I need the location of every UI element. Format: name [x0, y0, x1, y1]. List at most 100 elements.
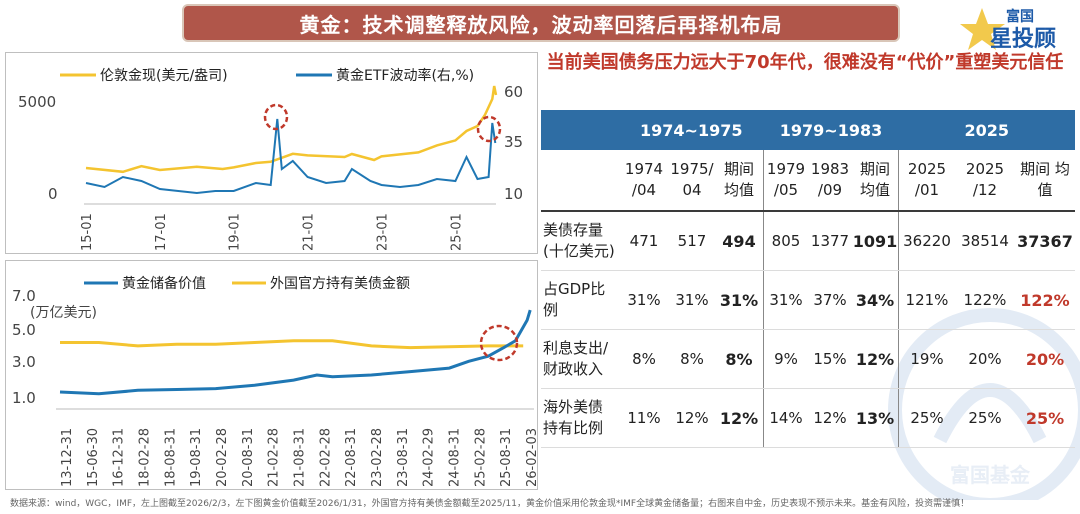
series-etf-volatility [85, 118, 497, 195]
x-tick-label: 13-12-31 [60, 428, 75, 487]
page-title: 黄金：技术调整释放风险，波动率回落后再择机布局 [182, 4, 900, 42]
x-tick-label: 20-02-28 [215, 428, 230, 487]
sub-header-row: 1974 /04 1975/ 04 期间 均值 1979 /05 1983 /0… [541, 150, 1075, 212]
y-right-tick-35: 35 [504, 133, 523, 151]
x-tick-label: 18-02-28 [138, 428, 153, 487]
sub-avg-3: 期间 均值 [1015, 150, 1075, 212]
group-2025: 2025 [964, 120, 1010, 140]
x-tick-label: 17-01 [154, 213, 169, 251]
row-label: 占GDP比 例 [541, 270, 619, 330]
table-body: 美债存量 (十亿美元) 471 517 494 805 1377 1091 36220 3851… [541, 211, 1075, 448]
sub-avg-1: 期间 均值 [715, 150, 764, 212]
table-row: 占GDP比 例 31% 31% 31% 31% 37% 34% 121% 122% 122% [541, 270, 1075, 330]
x-tick-label: 25-01 [449, 213, 464, 251]
x-ticks-1: 15-01 17-01 19-01 21-01 23-01 25-01 [80, 213, 464, 251]
table-cell: 25% [1015, 388, 1075, 448]
table-cell: 19% [898, 329, 955, 389]
corner-cell [541, 110, 619, 150]
legend-vol-label: 黄金ETF波动率(右,%) [336, 67, 474, 84]
series-gold-price [85, 85, 498, 174]
table-cell: 471 [619, 211, 669, 271]
table-cell: 494 [715, 211, 764, 271]
y-tick-5: 5.0 [12, 321, 36, 339]
table-row: 海外美债 持有比例 11% 12% 12% 14% 12% 13% 25% 25% 25% [541, 388, 1075, 448]
group-header-row: 1974~1975 1979~1983 2025 [541, 110, 1075, 150]
y-right-tick-60: 60 [504, 83, 523, 101]
table-row: 美债存量 (十亿美元) 471 517 494 805 1377 1091 36220 3851… [541, 211, 1075, 271]
table-cell: 20% [1015, 329, 1075, 389]
brand-logo-graphic: 富国 星投顾 [960, 8, 1056, 52]
table-cell: 11% [619, 388, 669, 448]
y-right-tick-10: 10 [504, 185, 523, 203]
table-cell: 9% [763, 329, 808, 389]
table-cell: 37% [808, 270, 852, 330]
group-1979: 1979~1983 [779, 120, 883, 140]
debt-comparison-table: 1974~1975 1979~1983 2025 1974 /04 1975/ … [541, 110, 1075, 448]
sub-avg-2: 期间 均值 [852, 150, 899, 212]
y-tick-7: 7.0 [12, 287, 36, 305]
y-left-tick-0: 0 [48, 185, 58, 203]
sub-corner [541, 150, 619, 212]
x-tick-label: 15-01 [80, 213, 95, 251]
x-tick-label: 22-02-28 [318, 428, 333, 487]
table-cell: 121% [898, 270, 955, 330]
sub-1979-05: 1979 /05 [763, 150, 808, 212]
series-foreign-treasury [60, 339, 524, 350]
sub-1975-04: 1975/ 04 [669, 150, 715, 212]
table-cell: 20% [955, 329, 1015, 389]
legend-reserve-label: 黄金储备价值 [122, 275, 206, 292]
table-cell: 31% [763, 270, 808, 330]
x-tick-label: 16-12-31 [112, 428, 127, 487]
table-cell: 36220 [898, 211, 955, 271]
legend-treasury-label: 外国官方持有美债金额 [270, 276, 410, 292]
y-left-tick-5000: 5000 [18, 93, 56, 111]
table-cell: 122% [1015, 270, 1075, 330]
table-cell: 12% [715, 388, 764, 448]
gold-price-volatility-panel: 伦敦金现(美元/盎司) 黄金ETF波动率(右,%) 5000 0 60 35 1… [5, 52, 538, 254]
sub-2025-12: 2025 /12 [955, 150, 1015, 212]
x-tick-label: 26-02-03 [525, 428, 539, 487]
sub-2025-01: 2025 /01 [898, 150, 955, 212]
gold-reserve-treasury-panel: 黄金储备价值 外国官方持有美债金额 7.0 (万亿美元) 5.0 3.0 1.0… [5, 260, 540, 490]
brand-bottom: 星投顾 [990, 27, 1056, 52]
x-tick-label: 23-08-31 [396, 428, 411, 487]
x-tick-label: 18-08-31 [163, 428, 178, 487]
gold-price-volatility-chart: 伦敦金现(美元/盎司) 黄金ETF波动率(右,%) 5000 0 60 35 1… [18, 67, 523, 251]
table-cell: 38514 [955, 211, 1015, 271]
table-cell: 12% [852, 329, 899, 389]
table-cell: 34% [852, 270, 899, 330]
legend-2: 黄金储备价值 外国官方持有美债金额 [84, 275, 410, 292]
table-cell: 805 [763, 211, 808, 271]
x-tick-label: 20-08-31 [241, 428, 256, 487]
x-tick-label: 25-08-31 [499, 428, 514, 487]
series-gold-reserve [59, 309, 532, 396]
brand-top: 富国 [1006, 8, 1034, 25]
row-label: 利息支出/ 财政收入 [541, 329, 619, 389]
table-cell: 31% [669, 270, 715, 330]
table-cell: 12% [669, 388, 715, 448]
sub-1974-04: 1974 /04 [619, 150, 669, 212]
y-tick-1: 1.0 [12, 389, 36, 407]
x-tick-label: 23-01 [375, 213, 390, 251]
group-1974: 1974~1975 [640, 120, 743, 140]
table-row: 利息支出/ 财政收入 8% 8% 8% 9% 15% 12% 19% 20% 20% [541, 329, 1075, 389]
x-tick-label: 23-02-28 [370, 428, 385, 487]
legend-1: 伦敦金现(美元/盎司) 黄金ETF波动率(右,%) [60, 67, 474, 84]
legend-gold-label: 伦敦金现(美元/盎司) [100, 68, 228, 84]
table-cell: 13% [852, 388, 899, 448]
table-cell: 8% [715, 329, 764, 389]
row-label: 美债存量 (十亿美元) [541, 211, 619, 271]
x-tick-label: 21-08-31 [293, 428, 308, 487]
table-cell: 37367 [1015, 211, 1075, 271]
highlight-circle-2026 [476, 115, 502, 143]
watermark-text: 富国基金 [950, 463, 1031, 487]
table-cell: 14% [763, 388, 808, 448]
highlight-circle-crossover [479, 324, 519, 362]
x-tick-label: 25-02-28 [473, 428, 488, 487]
sub-1983-09: 1983 /09 [808, 150, 852, 212]
table-cell: 31% [619, 270, 669, 330]
table-cell: 15% [808, 329, 852, 389]
x-tick-label: 24-02-29 [422, 428, 437, 487]
x-tick-label: 19-01 [228, 213, 243, 251]
table-cell: 1377 [808, 211, 852, 271]
